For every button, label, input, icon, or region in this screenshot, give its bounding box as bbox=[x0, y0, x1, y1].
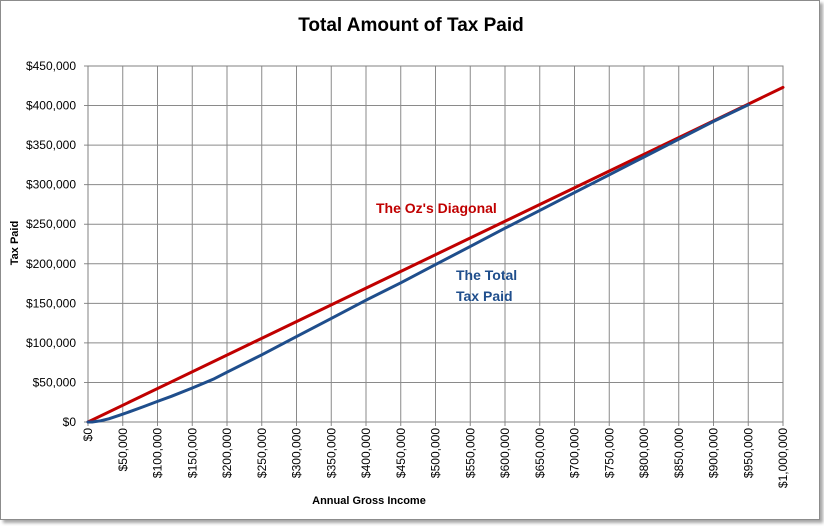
y-tick-label: $50,000 bbox=[33, 375, 77, 389]
y-axis-ticks: $0 $50,000 $100,000 $150,000 $200,000 $250,00… bbox=[26, 59, 76, 429]
series-line-total-tax bbox=[86, 103, 750, 424]
y-tick-label: $200,000 bbox=[26, 257, 76, 271]
chart-title: Total Amount of Tax Paid bbox=[298, 15, 524, 36]
x-tick-label: $150,000 bbox=[185, 428, 199, 478]
x-tick-label: $300,000 bbox=[290, 428, 304, 478]
x-tick-label: $550,000 bbox=[463, 428, 477, 478]
series-line-diagonal bbox=[86, 85, 785, 424]
x-tick-label: $1,000,000 bbox=[776, 428, 790, 488]
x-tick-label: $350,000 bbox=[324, 428, 338, 478]
x-tick-label: $250,000 bbox=[255, 428, 269, 478]
x-tick-label: $950,000 bbox=[741, 428, 755, 478]
y-tick-label: $250,000 bbox=[26, 217, 76, 231]
y-tick-label: $350,000 bbox=[26, 138, 76, 152]
y-tick-label: $150,000 bbox=[26, 296, 76, 310]
x-tick-label: $750,000 bbox=[602, 428, 616, 478]
x-tick-label: $500,000 bbox=[429, 428, 443, 478]
annotation-total-tax-line1: The Total bbox=[456, 267, 517, 283]
plot-area bbox=[87, 65, 784, 423]
x-tick-label: $400,000 bbox=[359, 428, 373, 478]
y-tick-label: $400,000 bbox=[26, 99, 76, 113]
x-tick-label: $600,000 bbox=[498, 428, 512, 478]
x-tick-label: $650,000 bbox=[533, 428, 547, 478]
x-tick-label: $0 bbox=[81, 428, 95, 442]
x-axis-label: Annual Gross Income bbox=[312, 495, 426, 507]
x-tick-label: $100,000 bbox=[151, 428, 165, 478]
annotation-oz-diagonal: The Oz's Diagonal bbox=[376, 200, 497, 216]
y-tick-label: $100,000 bbox=[26, 336, 76, 350]
y-tick-label: $0 bbox=[63, 415, 77, 429]
y-tick-label: $450,000 bbox=[26, 59, 76, 73]
x-tick-label: $200,000 bbox=[220, 428, 234, 478]
x-axis-ticks: $0 $50,000 $100,000 $150,000 $200,000 $250,00… bbox=[81, 428, 790, 488]
x-tick-label: $900,000 bbox=[707, 428, 721, 478]
x-tick-label: $450,000 bbox=[394, 428, 408, 478]
y-axis-label: Tax Paid bbox=[9, 221, 21, 265]
series-layer bbox=[86, 85, 785, 424]
x-tick-label: $50,000 bbox=[116, 428, 130, 472]
x-tick-label: $800,000 bbox=[637, 428, 651, 478]
annotation-total-tax-line2: Tax Paid bbox=[456, 288, 513, 304]
x-tick-label: $700,000 bbox=[568, 428, 582, 478]
y-tick-label: $300,000 bbox=[26, 178, 76, 192]
x-tick-label: $850,000 bbox=[672, 428, 686, 478]
